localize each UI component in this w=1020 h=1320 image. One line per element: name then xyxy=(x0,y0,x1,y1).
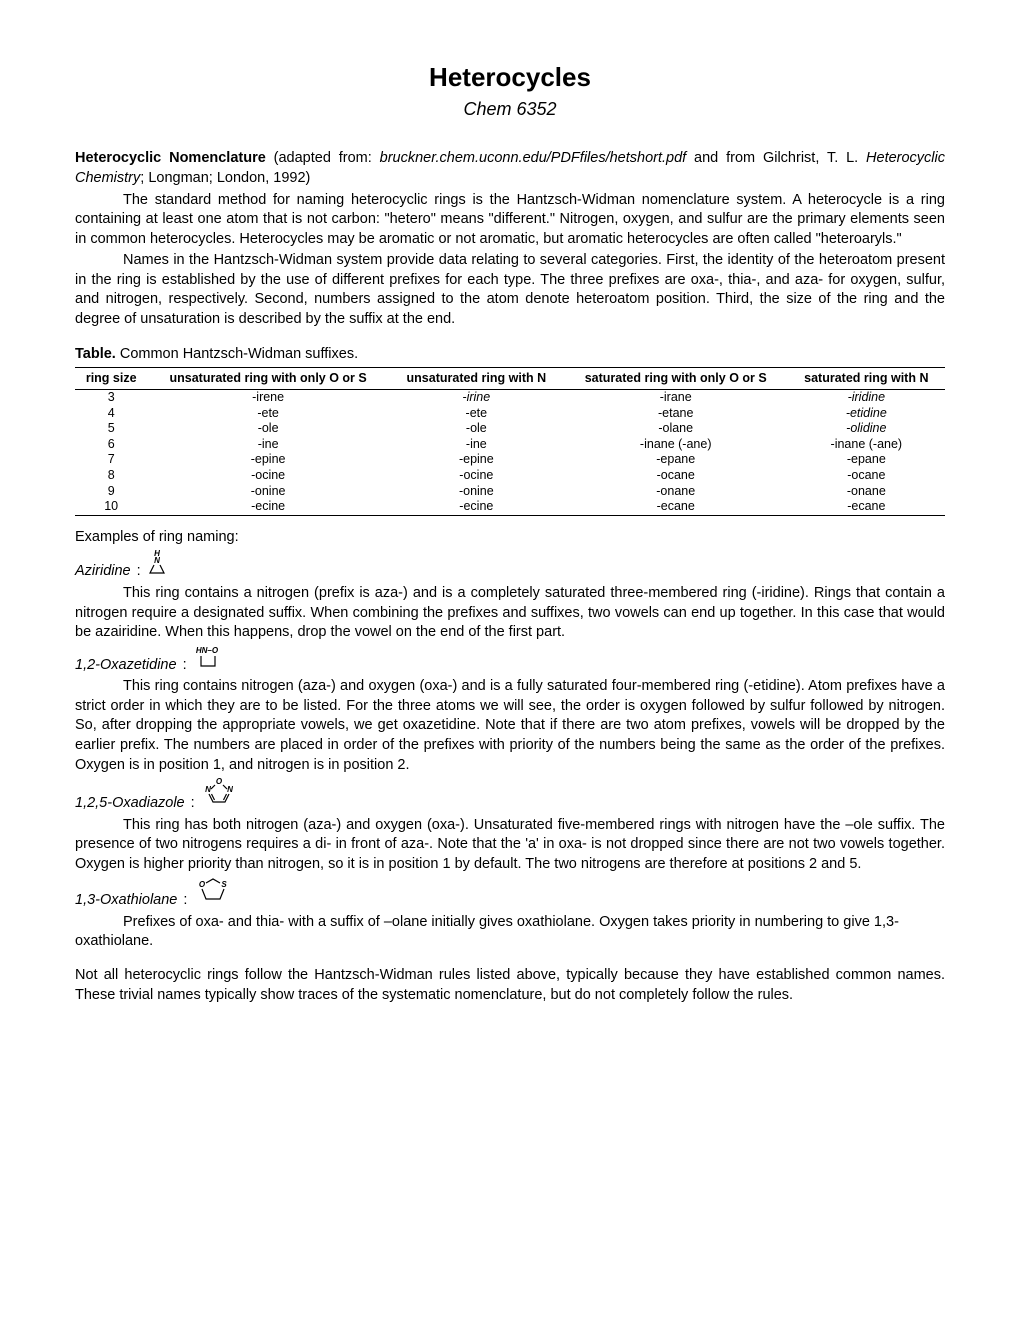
table-row: 4-ete-ete-etane-etidine xyxy=(75,406,945,422)
table-cell: 4 xyxy=(75,406,147,422)
th-unsat-os: unsaturated ring with only O or S xyxy=(147,368,388,390)
oxazetidine-text: This ring contains nitrogen (aza-) and o… xyxy=(75,677,945,775)
table-cell: -ete xyxy=(389,406,564,422)
table-cell: -ete xyxy=(147,406,388,422)
svg-text:HN–O: HN–O xyxy=(195,646,218,655)
oxadiazole-text: This ring has both nitrogen (aza-) and o… xyxy=(75,816,945,875)
table-cell: -ocane xyxy=(788,468,945,484)
oxazetidine-name: 1,2-Oxazetidine xyxy=(75,656,177,676)
example-oxazetidine: 1,2-Oxazetidine: HN–O xyxy=(75,645,945,676)
aziridine-name: Aziridine xyxy=(75,562,131,582)
table-cell: -ole xyxy=(147,421,388,437)
table-row: 5-ole-ole-olane-olidine xyxy=(75,421,945,437)
table-cell: 3 xyxy=(75,389,147,405)
page-title: Heterocycles xyxy=(75,60,945,95)
table-caption-rest: Common Hantzsch-Widman suffixes. xyxy=(116,346,358,362)
table-cell: -ole xyxy=(389,421,564,437)
intro-bold-lead: Heterocyclic Nomenclature xyxy=(75,150,266,166)
oxadiazole-icon: O N N xyxy=(201,777,237,814)
oxathiolane-icon: O S xyxy=(193,876,233,911)
table-cell: 8 xyxy=(75,468,147,484)
table-cell: -ecine xyxy=(147,499,388,515)
table-cell: -ocane xyxy=(564,468,788,484)
examples-heading: Examples of ring naming: xyxy=(75,528,945,548)
table-cell: -ecane xyxy=(788,499,945,515)
table-row: 7-epine-epine-epane-epane xyxy=(75,452,945,468)
table-cell: -inane (-ane) xyxy=(564,437,788,453)
table-row: 10-ecine-ecine-ecane-ecane xyxy=(75,499,945,515)
table-cell: -onine xyxy=(147,484,388,500)
table-cell: -ecane xyxy=(564,499,788,515)
suffix-table: ring size unsaturated ring with only O o… xyxy=(75,367,945,516)
table-cell: 10 xyxy=(75,499,147,515)
table-cell: -onane xyxy=(564,484,788,500)
table-cell: -olidine xyxy=(788,421,945,437)
table-row: 6-ine-ine-inane (-ane)-inane (-ane) xyxy=(75,437,945,453)
table-cell: -epine xyxy=(389,452,564,468)
th-ring-size: ring size xyxy=(75,368,147,390)
oxazetidine-icon: HN–O xyxy=(193,645,227,676)
table-header-row: ring size unsaturated ring with only O o… xyxy=(75,368,945,390)
table-cell: -irane xyxy=(564,389,788,405)
table-cell: -olane xyxy=(564,421,788,437)
table-cell: -epine xyxy=(147,452,388,468)
example-aziridine: Aziridine: H N xyxy=(75,549,945,582)
table-cell: -ecine xyxy=(389,499,564,515)
table-cell: -etane xyxy=(564,406,788,422)
th-sat-os: saturated ring with only O or S xyxy=(564,368,788,390)
table-cell: -ine xyxy=(147,437,388,453)
table-cell: -ocine xyxy=(389,468,564,484)
svg-text:O: O xyxy=(199,880,206,889)
svg-text:N: N xyxy=(154,556,160,565)
intro-tail: ; Longman; London, 1992) xyxy=(140,170,310,186)
table-cell: 6 xyxy=(75,437,147,453)
th-sat-n: saturated ring with N xyxy=(788,368,945,390)
table-cell: -irene xyxy=(147,389,388,405)
aziridine-text: This ring contains a nitrogen (prefix is… xyxy=(75,584,945,643)
table-cell: 5 xyxy=(75,421,147,437)
table-cell: -iridine xyxy=(788,389,945,405)
table-cell: -irine xyxy=(389,389,564,405)
table-cell: 9 xyxy=(75,484,147,500)
intro-source1: bruckner.chem.uconn.edu/PDFfiles/hetshor… xyxy=(380,150,687,166)
example-oxathiolane: 1,3-Oxathiolane: O S xyxy=(75,876,945,911)
intro-paragraph: Heterocyclic Nomenclature (adapted from:… xyxy=(75,149,945,188)
table-cell: -ocine xyxy=(147,468,388,484)
svg-text:O: O xyxy=(216,777,223,786)
example-oxadiazole: 1,2,5-Oxadiazole: O N N xyxy=(75,777,945,814)
table-cell: -onine xyxy=(389,484,564,500)
table-cell: -inane (-ane) xyxy=(788,437,945,453)
svg-text:N: N xyxy=(227,785,233,794)
intro-mid: and from Gilchrist, T. L. xyxy=(686,150,866,166)
table-row: 9-onine-onine-onane-onane xyxy=(75,484,945,500)
oxadiazole-name: 1,2,5-Oxadiazole xyxy=(75,794,185,814)
intro-adapted: (adapted from: xyxy=(266,150,380,166)
th-unsat-n: unsaturated ring with N xyxy=(389,368,564,390)
final-paragraph: Not all heterocyclic rings follow the Ha… xyxy=(75,966,945,1005)
table-cell: -epane xyxy=(788,452,945,468)
paragraph-1: The standard method for naming heterocyc… xyxy=(75,191,945,250)
paragraph-2: Names in the Hantzsch-Widman system prov… xyxy=(75,251,945,329)
table-cell: -etidine xyxy=(788,406,945,422)
table-cell: -ine xyxy=(389,437,564,453)
table-row: 8-ocine-ocine-ocane-ocane xyxy=(75,468,945,484)
course-subtitle: Chem 6352 xyxy=(75,97,945,121)
table-cell: -epane xyxy=(564,452,788,468)
svg-text:N: N xyxy=(205,785,211,794)
table-row: 3-irene-irine-irane-iridine xyxy=(75,389,945,405)
table-cell: 7 xyxy=(75,452,147,468)
aziridine-icon: H N xyxy=(147,549,167,582)
table-cell: -onane xyxy=(788,484,945,500)
oxathiolane-text: Prefixes of oxa- and thia- with a suffix… xyxy=(75,913,945,952)
table-caption: Table. Common Hantzsch-Widman suffixes. xyxy=(75,345,945,365)
svg-text:S: S xyxy=(222,880,228,889)
oxathiolane-name: 1,3-Oxathiolane xyxy=(75,891,177,911)
table-caption-bold: Table. xyxy=(75,346,116,362)
